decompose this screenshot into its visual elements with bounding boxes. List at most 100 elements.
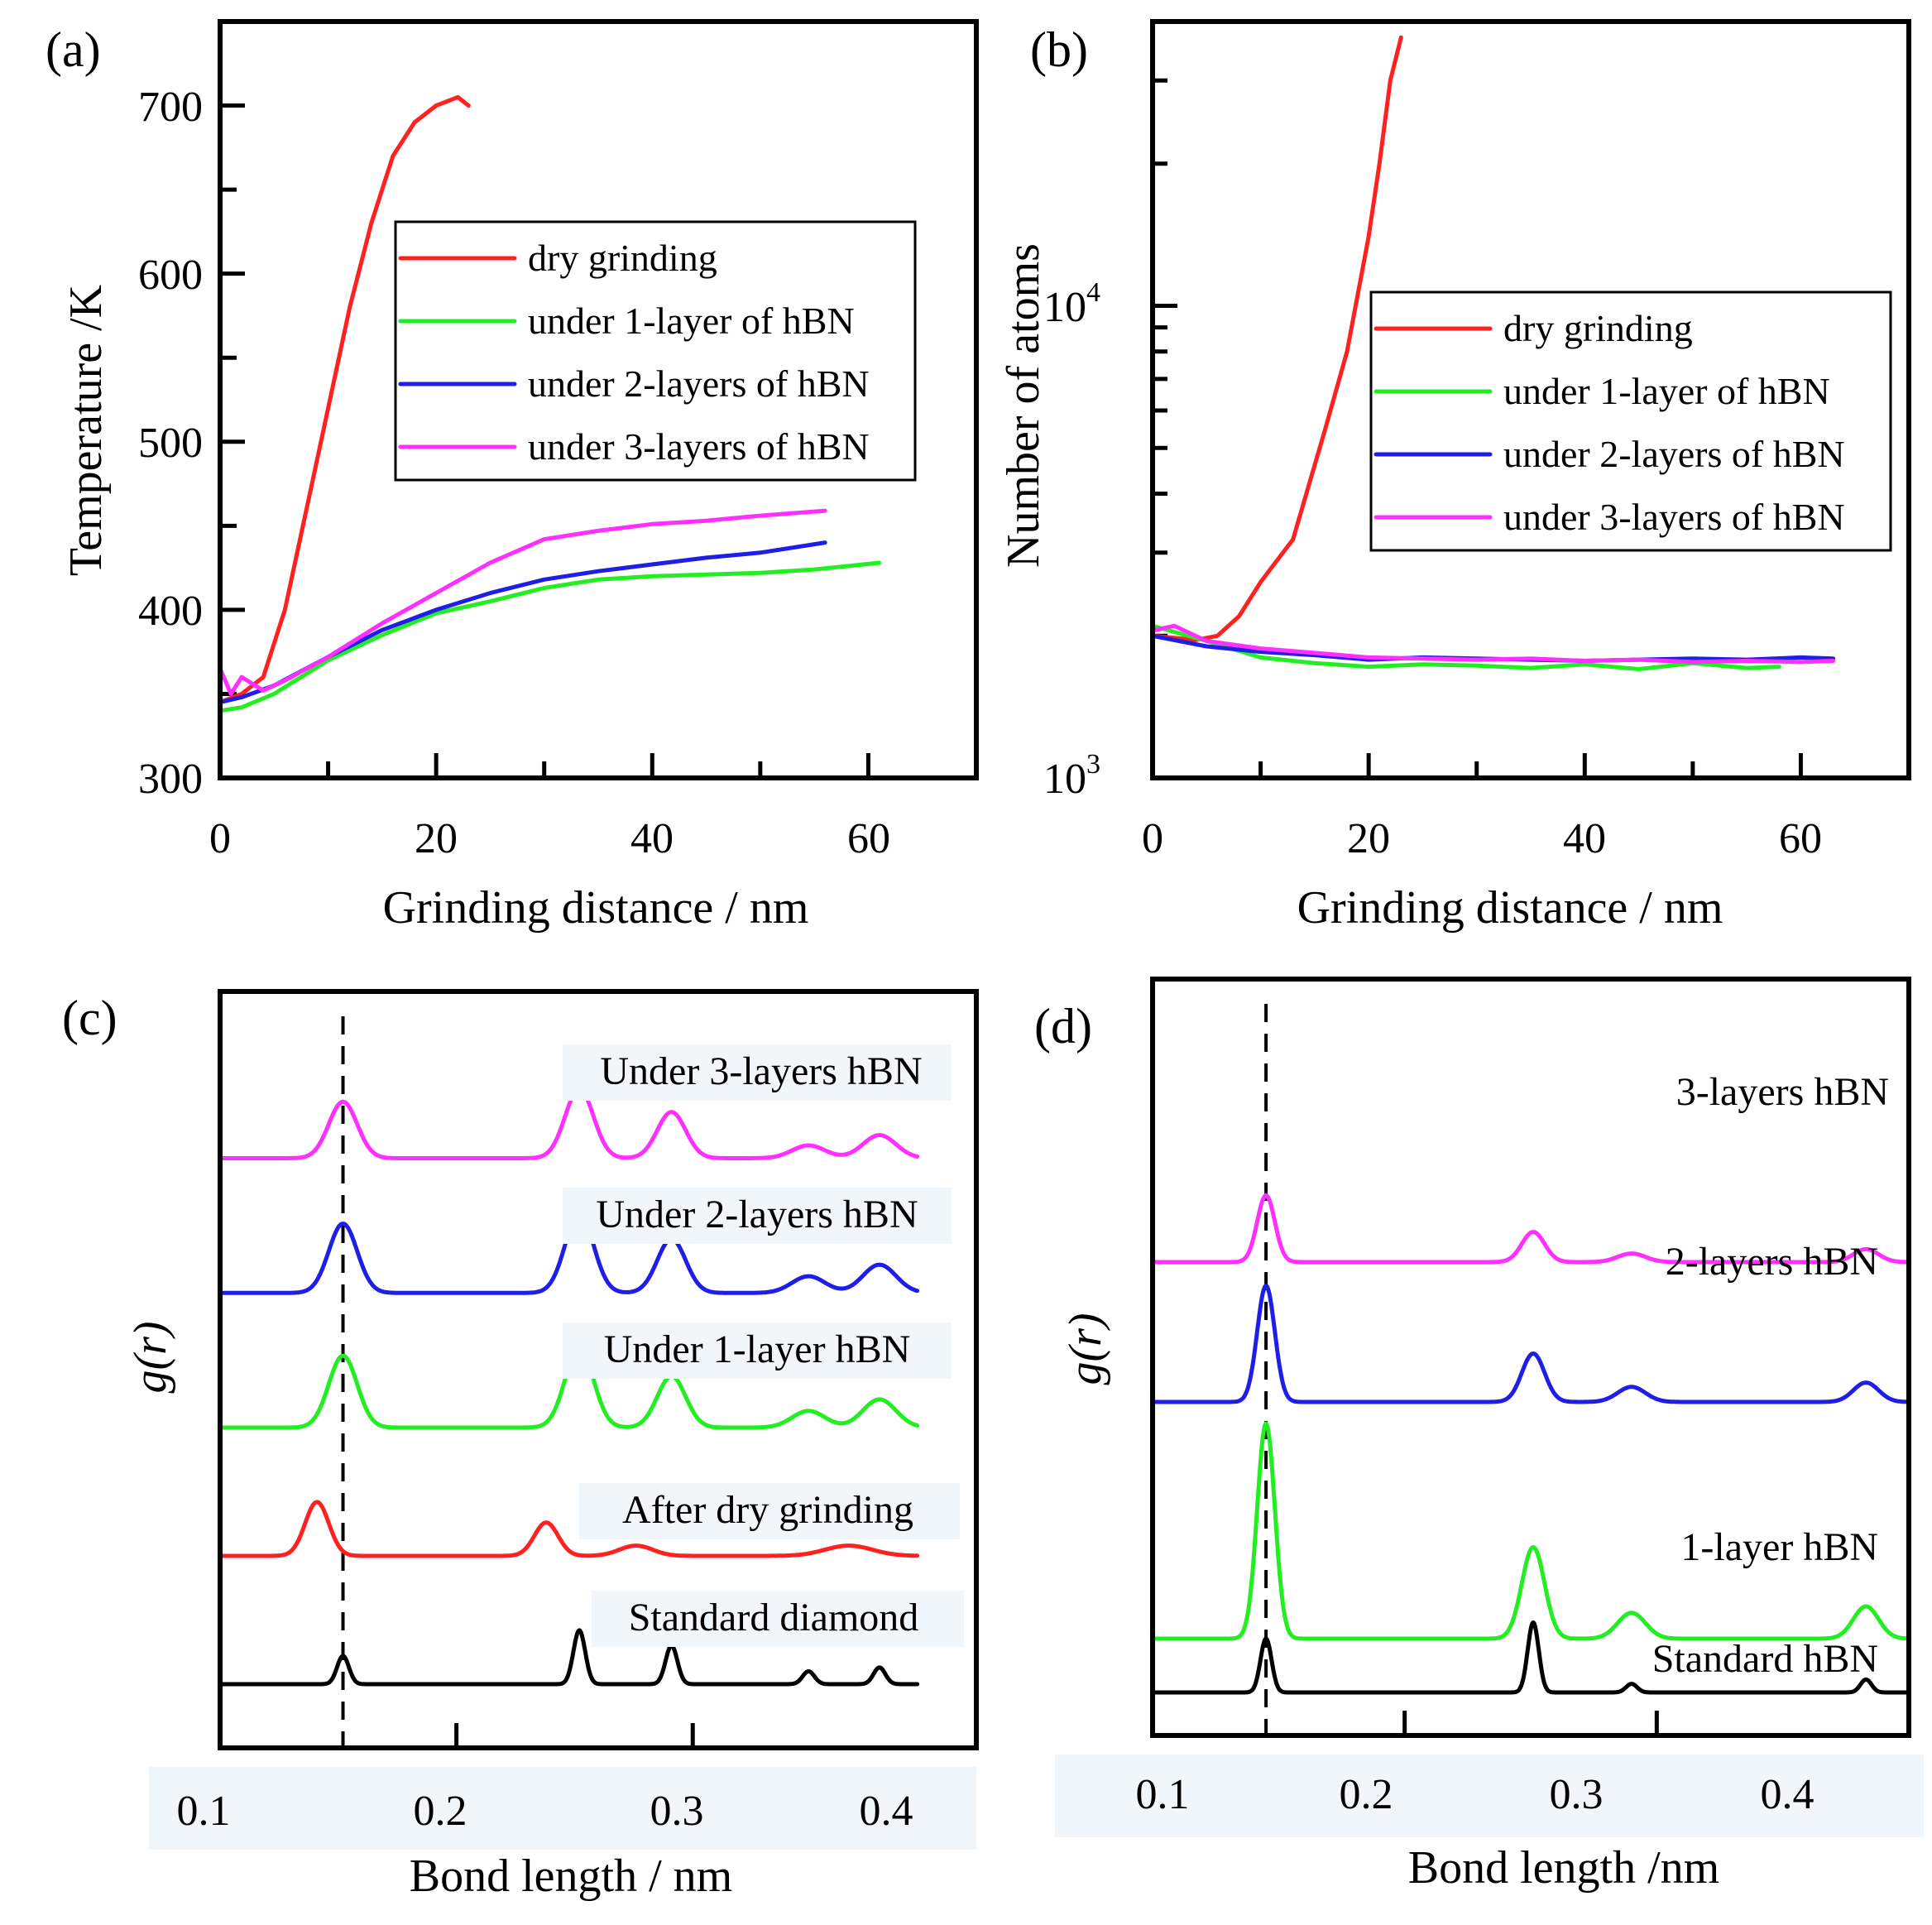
panel-d-xtick-label: 0.2 xyxy=(1340,1771,1393,1818)
panel-c-frame xyxy=(218,989,979,1750)
panel-a-ytick-label: 600 xyxy=(138,252,203,299)
panel-a-xtick-label: 40 xyxy=(630,815,674,862)
panel-d-series-label-1-layer: 1-layer hBN xyxy=(1680,1525,1878,1569)
panel-c-label-bg xyxy=(563,1044,952,1101)
panel-b-ytick-base: 10 xyxy=(1043,284,1086,331)
panel-a-ytick-label: 300 xyxy=(138,756,203,803)
panel-d-ticks xyxy=(1402,1711,1659,1735)
panel-d-series-label-standard: Standard hBN xyxy=(1652,1637,1878,1681)
panel-b-ytick-base: 10 xyxy=(1043,756,1086,803)
panel-c-tick-bg xyxy=(149,1767,976,1850)
panel-a-xlabel: Grinding distance / nm xyxy=(383,882,809,934)
panel-d-series-standard-hbn xyxy=(1150,1620,1911,1695)
panel-c-series-label-dry: After dry grinding xyxy=(622,1488,913,1532)
legend-label-3-layers: under 3-layers of hBN xyxy=(1503,496,1845,538)
legend-label-1-layer: under 1-layer of hBN xyxy=(1503,370,1830,412)
panel-d-tick-bg xyxy=(1055,1755,1924,1837)
panel-c-xlabel: Bond length / nm xyxy=(410,1851,732,1902)
panel-c-xtick-label: 0.4 xyxy=(860,1788,913,1835)
panel-a-label: (a) xyxy=(46,22,101,77)
panel-c-label-bg xyxy=(579,1483,960,1539)
panel-a-legend-box xyxy=(394,220,917,482)
panel-c-label-bg xyxy=(563,1188,952,1244)
legend-label-2-layers: under 2-layers of hBN xyxy=(528,362,870,405)
panel-d-xticklabels: 0.1 0.2 0.3 0.4 xyxy=(1136,1771,1815,1818)
panel-b-legend: dry grinding under 1-layer of hBN under … xyxy=(1369,290,1892,552)
panel-d-series-labels: 3-layers hBN 2-layers hBN 1-layer hBN St… xyxy=(1652,1070,1889,1681)
legend-label-3-layers: under 3-layers of hBN xyxy=(528,425,870,468)
panel-c-ticks xyxy=(454,1723,695,1748)
panel-c-series-label-standard: Standard diamond xyxy=(629,1596,919,1639)
panel-b-atoms-chart: (b) 103 104 0 20 40 60 Grinding distance… xyxy=(998,19,1911,934)
panel-b-ylabel: Number of atoms xyxy=(998,243,1049,568)
panel-d-series-label-2-layers: 2-layers hBN xyxy=(1666,1240,1878,1284)
panel-d-rdf-chart: (d) 3-layers hBN 2-layers hBN 1-layer hB… xyxy=(1034,977,1924,1894)
panel-b-xtick-label: 40 xyxy=(1563,815,1606,862)
panel-c-xtick-label: 0.2 xyxy=(414,1788,467,1835)
legend-label-2-layers: under 2-layers of hBN xyxy=(1503,433,1845,475)
panel-a-xtick-label: 0 xyxy=(209,815,231,862)
panel-c-rdf-chart: (c) Under 3-layers hBN Under 2-layers hB… xyxy=(62,989,979,1902)
panel-a-curves xyxy=(218,94,881,713)
panel-c-series-label-2-layers: Under 2-layers hBN xyxy=(596,1193,918,1236)
panel-b-xtick-label: 60 xyxy=(1779,815,1822,862)
panel-c-xtick-label: 0.3 xyxy=(650,1788,704,1835)
panel-a-ytick-label: 700 xyxy=(138,84,203,131)
panel-c-series-standard-diamond xyxy=(218,1628,920,1687)
legend-label-1-layer: under 1-layer of hBN xyxy=(528,300,855,342)
panel-a-xticklabels: 0 20 40 60 xyxy=(209,815,890,862)
panel-d-series-1-layer-hbn xyxy=(1150,1421,1911,1641)
panel-b-ytick-exponent: 3 xyxy=(1086,749,1100,780)
panel-a-legend: dry grinding under 1-layer of hBN under … xyxy=(394,220,917,482)
panel-d-frame xyxy=(1150,977,1911,1738)
panel-d-series-label-3-layers: 3-layers hBN xyxy=(1676,1070,1889,1114)
panel-a-yticklabels: 300 400 500 600 700 xyxy=(138,84,203,803)
panel-c-label-bg xyxy=(592,1591,964,1647)
panel-b-yticklabels: 103 104 xyxy=(1043,277,1100,803)
panel-a-xtick-label: 60 xyxy=(847,815,890,862)
panel-b-xtick-label: 20 xyxy=(1347,815,1390,862)
panel-b-label: (b) xyxy=(1030,22,1088,77)
panel-d-curves xyxy=(1150,1193,1911,1695)
panel-a-ytick-label: 400 xyxy=(138,588,203,635)
panel-a-series-under-2-layers-of-hbn xyxy=(218,540,827,705)
panel-d-xtick-label: 0.4 xyxy=(1761,1771,1815,1818)
panel-d-xtick-label: 0.3 xyxy=(1550,1771,1604,1818)
panel-c-label: (c) xyxy=(62,991,117,1045)
panel-d-ylabel: g(r) xyxy=(1060,1313,1111,1385)
panel-b-xticklabels: 0 20 40 60 xyxy=(1142,815,1822,862)
panel-d-xtick-label: 0.1 xyxy=(1136,1771,1190,1818)
panel-a-temperature-chart: (a) 300 400 500 600 700 0 20 40 60 Grind… xyxy=(46,19,979,934)
panel-c-series-under-3-layers-hbn xyxy=(218,1087,920,1160)
panel-b-ytick-exponent: 4 xyxy=(1086,277,1100,308)
panel-c-series-after-dry-grinding xyxy=(218,1500,920,1558)
panel-a-ticks xyxy=(220,103,870,778)
panel-b-xlabel: Grinding distance / nm xyxy=(1297,882,1723,934)
panel-b-ytick-label: 104 xyxy=(1043,277,1100,331)
panel-a-ytick-label: 500 xyxy=(138,420,203,467)
panel-c-ylabel: g(r) xyxy=(125,1321,176,1393)
panel-d-series-2-layers-hbn xyxy=(1150,1284,1911,1404)
legend-label-dry-grinding: dry grinding xyxy=(1503,307,1693,349)
panel-b-curves xyxy=(1150,35,1836,671)
panel-c-xticklabels: 0.1 0.2 0.3 0.4 xyxy=(177,1788,913,1835)
panel-c-xtick-label: 0.1 xyxy=(177,1788,231,1835)
panel-d-series-3-layers-hbn xyxy=(1150,1193,1911,1265)
panel-a-series-under-1-layer-of-hbn xyxy=(218,560,881,713)
panel-b-series-under-3-layers-of-hbn xyxy=(1150,623,1836,665)
panel-d-label: (d) xyxy=(1034,999,1092,1054)
panel-b-frame xyxy=(1150,19,1911,780)
panel-a-xtick-label: 20 xyxy=(415,815,458,862)
panel-b-series-dry-grinding xyxy=(1150,35,1403,642)
panel-c-series-label-3-layers: Under 3-layers hBN xyxy=(600,1049,922,1093)
panel-c-label-bg xyxy=(563,1323,952,1379)
legend-label-dry-grinding: dry grinding xyxy=(528,237,717,279)
panel-c-series-labels: Under 3-layers hBN Under 2-layers hBN Un… xyxy=(563,1044,964,1647)
panel-c-series-label-1-layer: Under 1-layer hBN xyxy=(604,1327,911,1371)
panel-b-xtick-label: 0 xyxy=(1142,815,1163,862)
panel-b-legend-box xyxy=(1369,290,1892,552)
panel-a-ylabel: Temperature /K xyxy=(60,285,112,576)
panel-b-ytick-label: 103 xyxy=(1043,749,1100,803)
panel-d-xlabel: Bond length /nm xyxy=(1408,1842,1719,1894)
